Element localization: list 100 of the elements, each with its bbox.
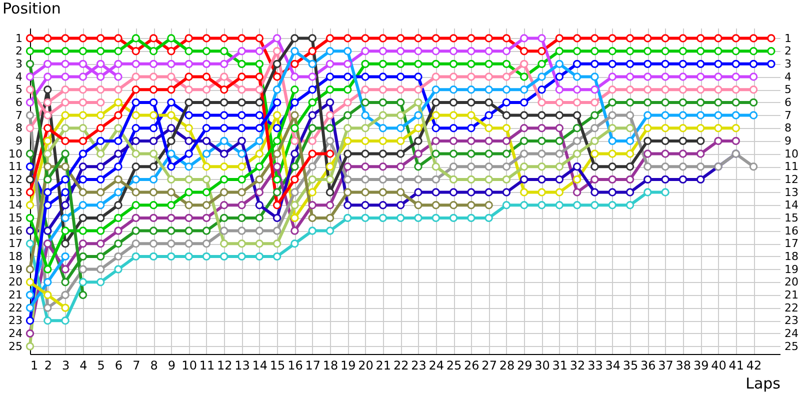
y2-tick-label: 12 <box>784 172 798 186</box>
point <box>78 47 88 56</box>
point <box>96 136 105 146</box>
point <box>272 175 282 184</box>
point <box>502 60 511 68</box>
point <box>572 201 582 210</box>
point <box>132 214 140 222</box>
point <box>732 47 740 56</box>
point <box>484 201 493 210</box>
point <box>61 240 70 248</box>
point <box>96 278 105 286</box>
point <box>678 34 688 42</box>
point <box>26 86 34 94</box>
point <box>26 72 34 81</box>
point <box>78 214 88 222</box>
point <box>167 111 176 120</box>
point <box>396 162 405 171</box>
point <box>661 162 670 171</box>
point <box>308 136 316 146</box>
point <box>344 201 352 210</box>
x-tick-label: 32 <box>570 358 586 372</box>
point <box>167 34 176 42</box>
x-tick-label: 20 <box>358 358 374 372</box>
point <box>414 72 422 81</box>
point <box>78 98 88 107</box>
point <box>714 124 722 132</box>
x-tick-label: 15 <box>270 358 286 372</box>
point <box>467 60 476 68</box>
point <box>272 214 282 222</box>
point <box>661 188 670 196</box>
point <box>26 290 34 300</box>
point <box>449 188 458 196</box>
point <box>167 47 176 56</box>
point <box>290 240 299 248</box>
point <box>44 34 52 42</box>
point <box>661 72 670 81</box>
y-tick-label: 3 <box>16 57 22 70</box>
point <box>26 34 34 42</box>
point <box>308 86 316 94</box>
point <box>644 136 652 146</box>
point <box>114 86 122 94</box>
point <box>238 98 246 107</box>
point <box>344 72 352 81</box>
point <box>61 150 70 158</box>
point <box>396 136 405 146</box>
point <box>114 150 122 158</box>
point <box>184 72 193 81</box>
point <box>290 111 299 120</box>
point <box>114 72 122 81</box>
point <box>61 34 70 42</box>
point <box>132 162 140 171</box>
point <box>608 162 616 171</box>
point <box>344 98 352 107</box>
point <box>432 72 440 81</box>
point <box>167 175 176 184</box>
x-tick-label: 18 <box>322 358 338 372</box>
point <box>502 34 511 42</box>
point <box>96 175 105 184</box>
point <box>44 111 52 120</box>
point <box>714 98 722 107</box>
y2-tick-label: 1 <box>784 32 792 45</box>
point <box>644 111 652 120</box>
point <box>61 162 70 171</box>
point <box>114 60 122 68</box>
point <box>290 162 299 171</box>
point <box>272 188 282 196</box>
x-tick-label: 30 <box>534 358 550 372</box>
point <box>26 214 34 222</box>
point <box>644 60 652 68</box>
point <box>255 175 264 184</box>
point <box>696 47 705 56</box>
point <box>502 136 511 146</box>
x-tick-label: 31 <box>552 358 568 372</box>
point <box>61 290 70 300</box>
point <box>555 150 564 158</box>
point <box>202 252 211 261</box>
point <box>132 188 140 196</box>
point <box>272 60 282 68</box>
point <box>432 136 440 146</box>
point <box>255 34 264 42</box>
point <box>572 60 582 68</box>
point <box>78 252 88 261</box>
x-tick-label: 40 <box>711 358 726 372</box>
point <box>114 175 122 184</box>
point <box>114 136 122 146</box>
point <box>378 136 388 146</box>
point <box>26 175 34 184</box>
point <box>467 124 476 132</box>
x-tick-label: 13 <box>234 358 250 372</box>
y-tick-label: 4 <box>16 70 22 84</box>
point <box>44 290 52 300</box>
point <box>238 252 246 261</box>
point <box>732 111 740 120</box>
y-tick-label: 6 <box>16 96 22 109</box>
point <box>484 111 493 120</box>
point <box>396 86 405 94</box>
point <box>538 162 546 171</box>
point <box>520 72 528 81</box>
y-tick-label: 7 <box>16 108 22 122</box>
point <box>678 150 688 158</box>
